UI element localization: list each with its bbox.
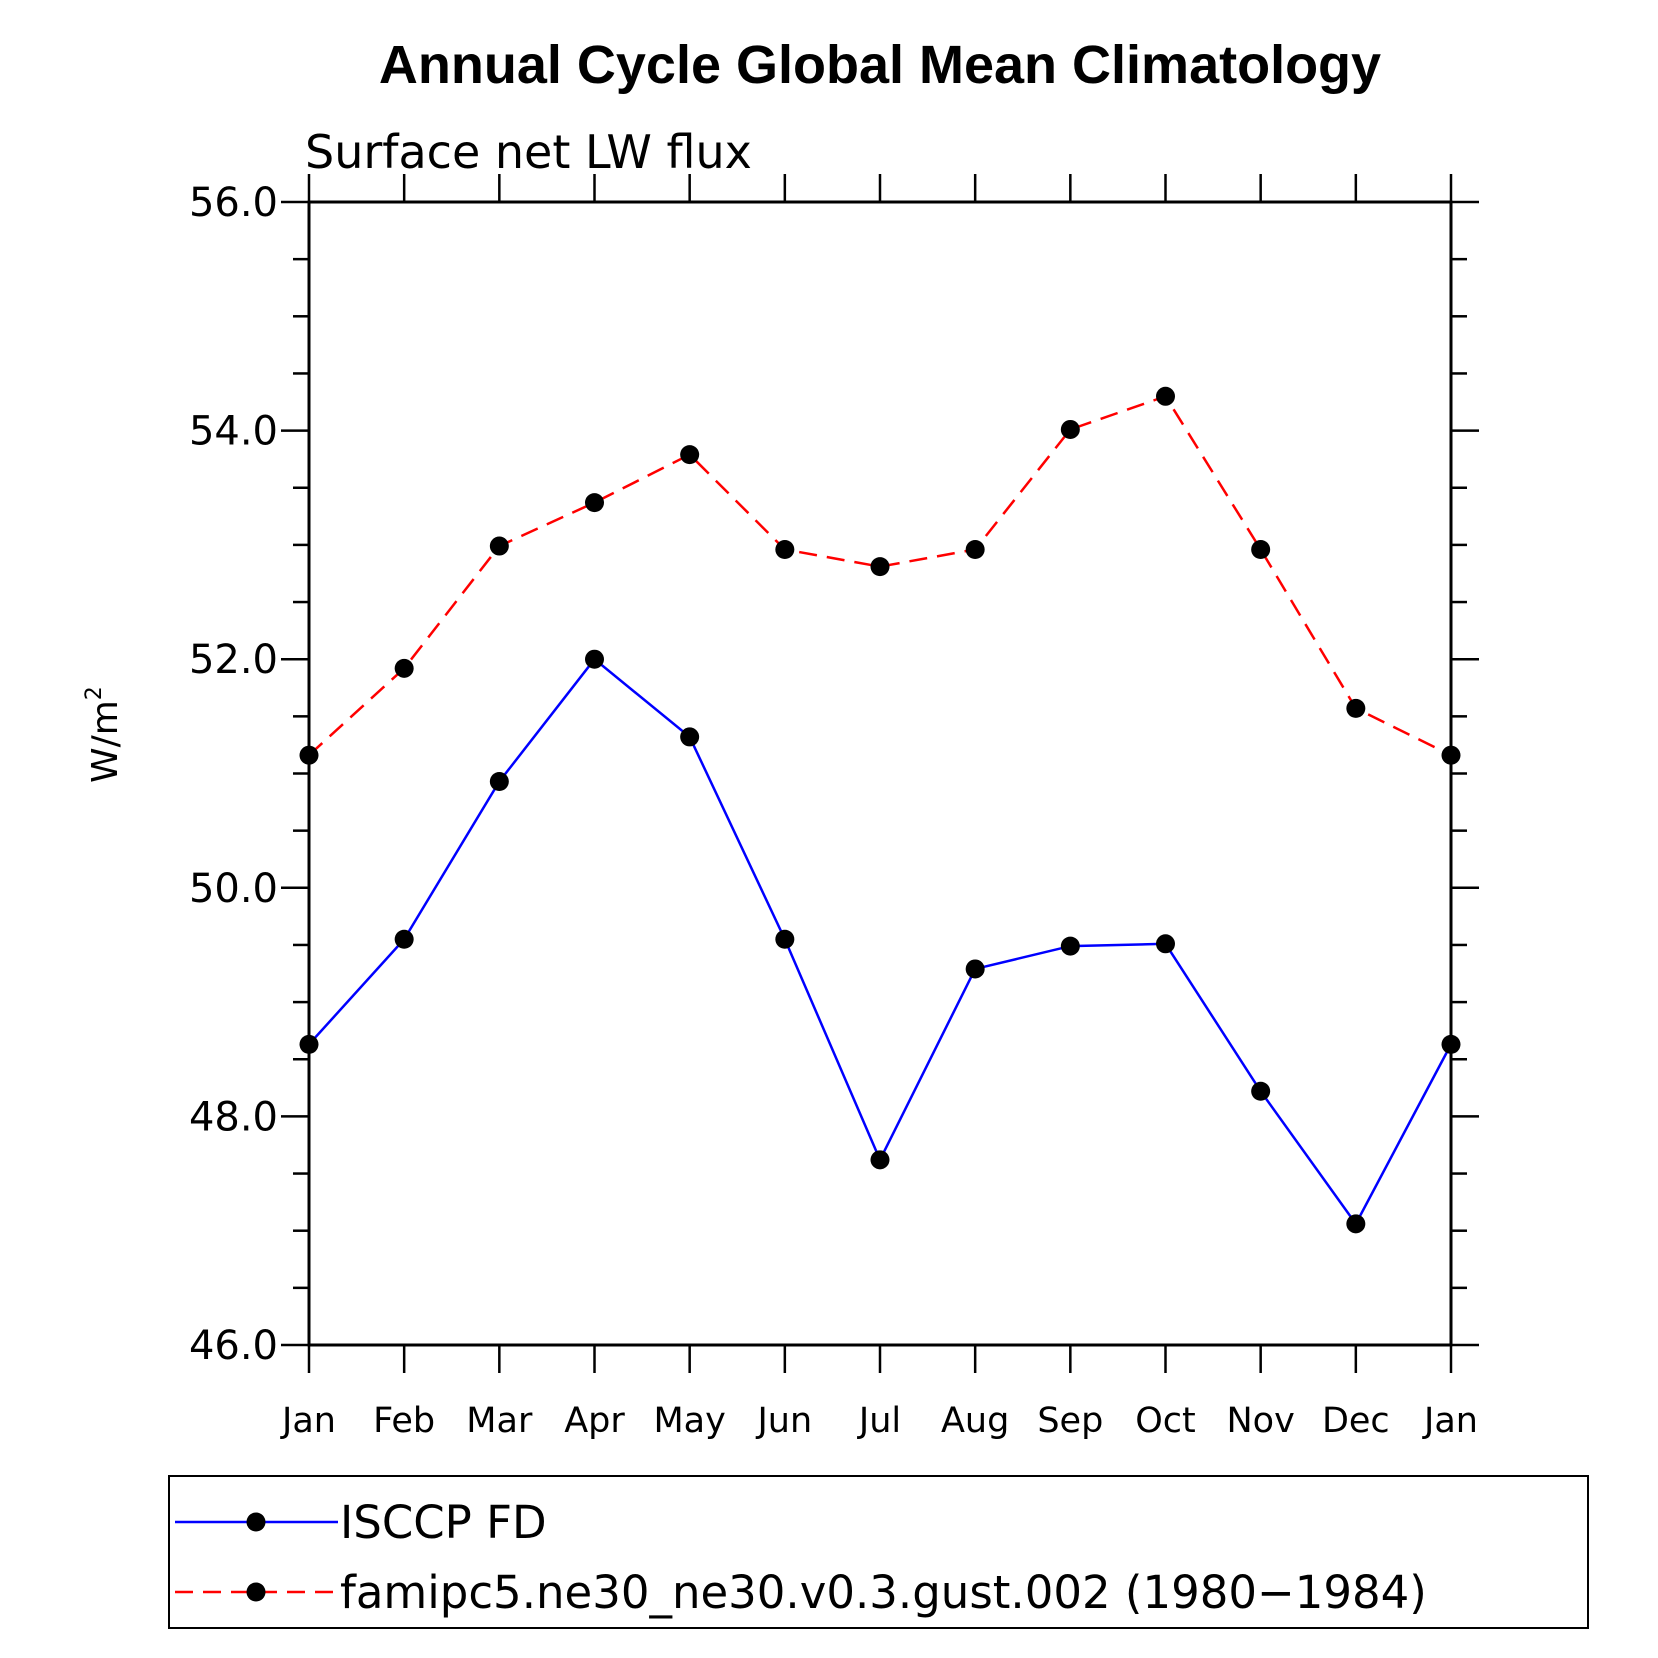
- x-tick-label: Nov: [1227, 1401, 1295, 1441]
- x-tick-label: Jan: [1422, 1401, 1478, 1441]
- data-point: [1060, 419, 1080, 439]
- data-point: [775, 929, 795, 949]
- chart-subtitle: Surface net LW flux: [305, 125, 752, 179]
- data-point: [585, 493, 604, 513]
- y-tick-label: 56.0: [189, 180, 278, 226]
- series-layer: [299, 386, 1461, 1234]
- data-point: [1441, 745, 1461, 765]
- legend-box: [168, 1475, 1589, 1629]
- data-point: [775, 539, 795, 559]
- y-tick-labels: 46.0 48.0 50.0 52.0 54.0 56.0: [189, 180, 278, 1369]
- x-tick-label: Jul: [857, 1401, 901, 1441]
- legend-label-1: ISCCP FD: [340, 1496, 547, 1549]
- data-point: [394, 929, 414, 949]
- svg-text:W/m2: W/m2: [82, 686, 126, 783]
- x-tick-label: Mar: [466, 1401, 533, 1441]
- data-point: [299, 745, 319, 765]
- data-point: [1156, 934, 1175, 954]
- y-tick-label: 46.0: [189, 1323, 278, 1369]
- x-tick-label: Aug: [941, 1401, 1009, 1441]
- data-point: [1441, 1034, 1461, 1054]
- data-point: [1251, 1081, 1271, 1101]
- x-tick-label: Jun: [755, 1401, 812, 1441]
- data-point: [680, 445, 700, 465]
- data-point: [680, 727, 700, 747]
- x-tick-labels: Jan Feb Mar Apr May Jun Jul Aug Sep Oct Nov Dec Jan: [280, 1401, 1478, 1441]
- y-axis-label: W/m2: [82, 686, 126, 783]
- data-point: [1060, 936, 1080, 956]
- y-tick-label: 50.0: [189, 866, 278, 912]
- axis-ticks: [281, 174, 1479, 1373]
- y-tick-label: 54.0: [189, 409, 278, 455]
- y-tick-label: 48.0: [189, 1094, 278, 1140]
- data-point: [489, 536, 509, 556]
- plot-frame: [307, 200, 1453, 1347]
- data-point: [965, 539, 985, 559]
- x-tick-label: Jan: [280, 1401, 336, 1441]
- data-point: [1156, 386, 1175, 406]
- data-point: [585, 649, 604, 669]
- data-point: [965, 959, 985, 979]
- x-tick-label: Feb: [373, 1401, 435, 1441]
- x-tick-label: Oct: [1135, 1401, 1196, 1441]
- data-point: [489, 772, 509, 792]
- x-tick-label: Sep: [1037, 1401, 1103, 1441]
- data-point: [394, 658, 414, 678]
- data-point: [1251, 539, 1271, 559]
- x-tick-label: Apr: [564, 1401, 625, 1441]
- data-point: [1346, 1214, 1366, 1234]
- chart-title: Annual Cycle Global Mean Climatology: [379, 35, 1381, 95]
- data-point: [299, 1034, 319, 1054]
- legend: ISCCP FD famipc5.ne30_ne30.v0.3.gust.002 …: [175, 1496, 1427, 1619]
- y-tick-label: 52.0: [189, 637, 278, 683]
- legend-marker: [246, 1582, 266, 1602]
- legend-marker: [246, 1512, 266, 1532]
- x-tick-label: Dec: [1322, 1401, 1390, 1441]
- data-point: [1346, 698, 1366, 718]
- x-tick-label: May: [653, 1401, 725, 1441]
- data-point: [870, 1150, 890, 1170]
- data-point: [870, 557, 890, 577]
- legend-label-2: famipc5.ne30_ne30.v0.3.gust.002 (1980−19…: [340, 1566, 1427, 1619]
- series-line-1: [308, 657, 1453, 1227]
